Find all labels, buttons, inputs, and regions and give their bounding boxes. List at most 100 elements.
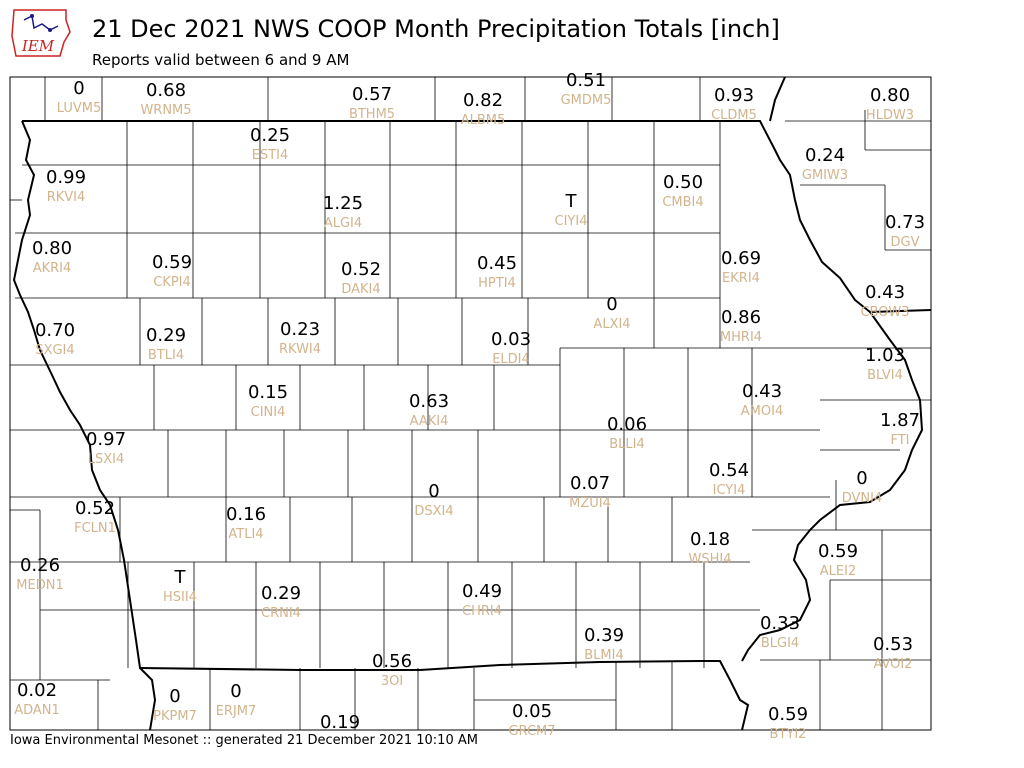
page-title: 21 Dec 2021 NWS COOP Month Precipitation… — [92, 15, 780, 43]
station-albm5: 0.82 ALBM5 — [461, 90, 506, 128]
station-id: CIYI4 — [555, 214, 588, 229]
station-amoi4: 0.43 AMOI4 — [741, 381, 783, 419]
station-id: PKPM7 — [153, 709, 197, 724]
station-sxgi4: 0.70 SXGI4 — [35, 320, 75, 358]
county-boundaries — [10, 77, 931, 730]
station-aaki4: 0.63 AAKI4 — [409, 391, 449, 429]
station-daki4: 0.52 DAKI4 — [341, 259, 381, 297]
station-value: 0.97 — [86, 429, 126, 450]
station-id: AVOI2 — [873, 657, 912, 672]
station-id: CINI4 — [251, 405, 286, 420]
station-hpti4: 0.45 HPTI4 — [477, 253, 517, 291]
station-esti4: 0.25 ESTI4 — [250, 125, 290, 163]
station-wshi4: 0.18 WSHI4 — [689, 529, 732, 567]
station-value: 0.99 — [46, 167, 86, 188]
iem-logo: IEM — [10, 6, 74, 60]
station-value: 0.16 — [226, 504, 266, 525]
station-erjm7: 0 ERJM7 — [216, 681, 257, 719]
station-id: BLGI4 — [761, 636, 799, 651]
station-value: 0 — [856, 468, 867, 489]
station-id: AAKI4 — [410, 414, 449, 429]
station-value: 0.29 — [261, 583, 301, 604]
station-value: 0.86 — [721, 307, 761, 328]
footer-credit: Iowa Environmental Mesonet :: generated … — [10, 733, 478, 748]
station-id: HSII4 — [163, 590, 197, 605]
station-grcm7: 0.05 GRCM7 — [508, 701, 555, 739]
station-id: WRNM5 — [140, 103, 191, 118]
station-id: BLVI4 — [867, 368, 903, 383]
station-ekri4: 0.69 EKRI4 — [721, 248, 761, 286]
station-value: 0.70 — [35, 320, 75, 341]
station-value: 0.06 — [607, 414, 647, 435]
station-akri4: 0.80 AKRI4 — [32, 238, 72, 276]
station-rkvi4: 0.99 RKVI4 — [46, 167, 86, 205]
station-blli4: 0.06 BLLI4 — [607, 414, 647, 452]
station-id: RKVI4 — [47, 190, 86, 205]
station-id: AMOI4 — [741, 404, 783, 419]
station-id: FTI — [890, 433, 909, 448]
station-value: 0 — [428, 481, 439, 502]
station-chri4: 0.49 CHRI4 — [462, 581, 502, 619]
station-gmiw3: 0.24 GMIW3 — [802, 145, 848, 183]
station-3oi: 0.56 3OI — [372, 651, 412, 689]
station-value: 0.59 — [152, 252, 192, 273]
station-id: BLMI4 — [584, 648, 623, 663]
station-id: GRCM7 — [508, 724, 555, 739]
station-id: LUVM5 — [57, 101, 102, 116]
station-id: ELDI4 — [492, 352, 530, 367]
station-blgi4: 0.33 BLGI4 — [760, 613, 800, 651]
station-id: BTYI2 — [770, 727, 807, 742]
station-id: BTLI4 — [148, 348, 184, 363]
station-id: MZUI4 — [569, 496, 611, 511]
station-id: MEDN1 — [16, 578, 63, 593]
station-wrnm5: 0.68 WRNM5 — [140, 80, 191, 118]
station-cmbi4: 0.50 CMBI4 — [662, 172, 703, 210]
station-id: WSHI4 — [689, 552, 732, 567]
station-id: CBOW3 — [860, 305, 909, 320]
station-id: HLDW3 — [866, 108, 914, 123]
station-value: 0.82 — [463, 90, 503, 111]
station-atli4: 0.16 ATLI4 — [226, 504, 266, 542]
station-id: CKPI4 — [153, 275, 191, 290]
station-blvi4: 1.03 BLVI4 — [865, 345, 905, 383]
station-unlabeled: 0.19 — [320, 712, 360, 733]
station-value: 0.50 — [663, 172, 703, 193]
station-id: CHRI4 — [462, 604, 502, 619]
station-gmdm5: 0.51 GMDM5 — [561, 70, 612, 108]
station-bthm5: 0.57 BTHM5 — [349, 84, 395, 122]
station-id: BTHM5 — [349, 107, 395, 122]
station-dgv: 0.73 DGV — [885, 212, 925, 250]
station-lsxi4: 0.97 LSXI4 — [86, 429, 126, 467]
station-value: 0 — [606, 294, 617, 315]
station-id: ALBM5 — [461, 113, 506, 128]
state-boundaries — [12, 77, 931, 730]
station-id: ICYI4 — [713, 483, 746, 498]
station-value: 1.03 — [865, 345, 905, 366]
station-id: MHRI4 — [720, 330, 762, 345]
station-value: 0.24 — [805, 145, 845, 166]
station-id: GMDM5 — [561, 93, 612, 108]
station-value: T — [174, 567, 187, 588]
station-btyi2: 0.59 BTYI2 — [768, 704, 808, 742]
station-cini4: 0.15 CINI4 — [248, 382, 288, 420]
station-alxi4: 0 ALXI4 — [593, 294, 630, 332]
station-id: CLDM5 — [711, 108, 757, 123]
station-id: BLLI4 — [609, 437, 645, 452]
station-id: ALEI2 — [820, 564, 856, 579]
station-id: ERJM7 — [216, 704, 257, 719]
station-value: 0.43 — [742, 381, 782, 402]
station-id: HPTI4 — [478, 276, 516, 291]
station-id: EKRI4 — [722, 271, 760, 286]
station-value: 0.63 — [409, 391, 449, 412]
station-value: T — [565, 191, 578, 212]
station-cldm5: 0.93 CLDM5 — [711, 85, 757, 123]
station-value: 0 — [169, 686, 180, 707]
station-value: 1.25 — [323, 193, 363, 214]
station-value: 0.03 — [491, 329, 531, 350]
station-layer: 0 LUVM5 0.68 WRNM5 0.57 BTHM5 0.82 ALBM5 0.51 GMD… — [14, 70, 925, 742]
station-value: 0.19 — [320, 712, 360, 733]
station-mzui4: 0.07 MZUI4 — [569, 473, 611, 511]
station-id: ALXI4 — [593, 317, 630, 332]
station-hldw3: 0.80 HLDW3 — [866, 85, 914, 123]
